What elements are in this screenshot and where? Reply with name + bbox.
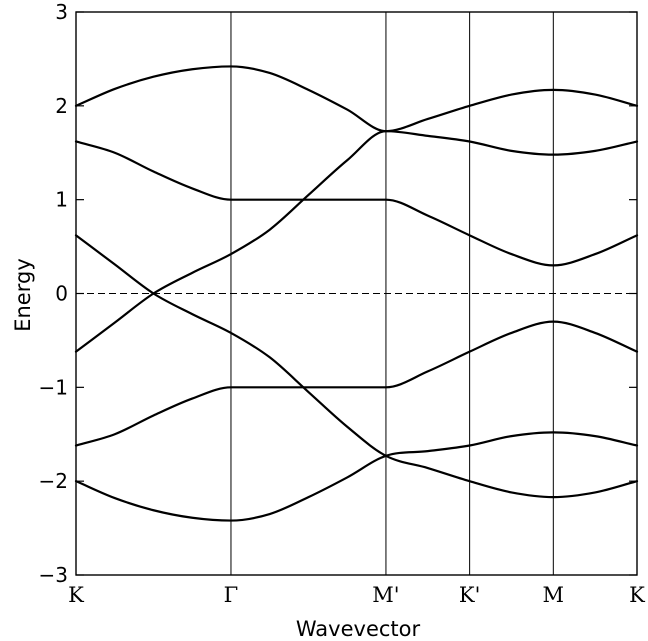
x-tick-label: K [68,583,84,607]
y-axis: 3 2 1 0 −1 −2 −3 [39,0,637,587]
y-tick-label: −2 [39,469,68,493]
x-axis-label: Wavevector [296,617,421,641]
y-tick-label: 1 [55,188,68,212]
y-tick-label: −3 [39,563,68,587]
x-axis: K Γ M' K' M K [68,583,645,607]
y-tick-label: 0 [55,282,68,306]
x-tick-label: K' [459,583,480,607]
energy-band-line-2 [74,140,639,267]
x-tick-label: M [543,583,565,607]
x-tick-label: M' [372,583,399,607]
energy-band-line-4 [74,130,639,353]
y-axis-label: Energy [11,258,35,332]
energy-band-line-6 [74,431,639,522]
x-tick-label: K [629,583,645,607]
x-tick-label: Γ [224,583,239,607]
energy-band-line-3 [74,234,639,499]
energy-band-line-5 [74,320,639,447]
y-tick-label: 2 [55,94,68,118]
energy-band-line-1 [74,65,639,133]
y-tick-label: −1 [39,375,68,399]
y-tick-label: 3 [55,0,68,24]
plot-area [74,11,639,576]
